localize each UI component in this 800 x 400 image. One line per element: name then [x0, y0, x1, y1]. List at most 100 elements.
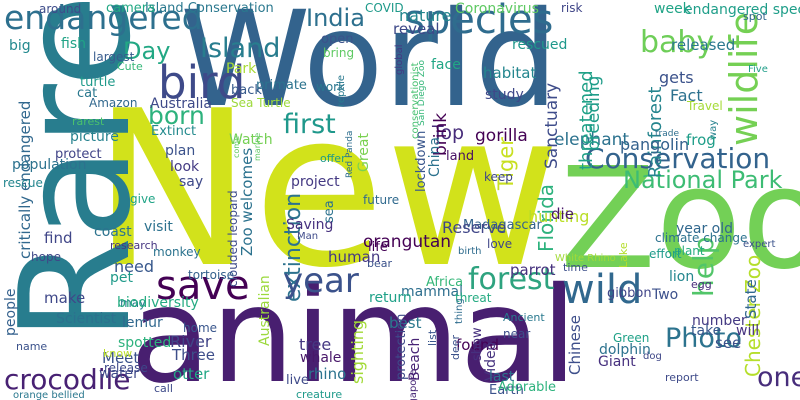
cloud-word: report: [665, 371, 699, 384]
cloud-word: trade: [655, 129, 679, 139]
cloud-word: save: [156, 263, 250, 309]
cloud-word: Saving: [286, 217, 334, 233]
cloud-word: World: [180, 0, 559, 137]
cloud-word: face: [431, 57, 461, 73]
cloud-word: make: [44, 289, 86, 307]
cloud-word: COVID: [365, 1, 404, 15]
cloud-word: species: [404, 0, 554, 43]
cloud-word: give: [130, 192, 156, 206]
cloud-word: parrot: [510, 261, 556, 279]
cloud-word: White Rhino: [555, 253, 616, 264]
cloud-word: protect: [55, 147, 102, 162]
cloud-word: Lake: [617, 242, 630, 268]
cloud-word: population: [12, 157, 87, 173]
cloud-word: pangolin: [620, 135, 690, 154]
cloud-word: tree: [299, 335, 332, 354]
cloud-word: big: [9, 38, 31, 54]
cloud-word: camera: [106, 1, 156, 16]
cloud-word: offer: [320, 152, 346, 165]
cloud-word: time: [563, 261, 588, 274]
cloud-word: Island Conservation: [145, 1, 274, 16]
cloud-word: keep: [484, 170, 513, 184]
cloud-word: global: [394, 44, 405, 76]
cloud-word: come: [232, 135, 241, 158]
cloud-word: monkey: [153, 245, 201, 259]
cloud-word: back: [231, 83, 262, 98]
cloud-word: lion: [669, 269, 695, 285]
cloud-word: live: [286, 373, 309, 388]
cloud-word: love: [487, 237, 513, 251]
cloud-word: Green: [613, 331, 650, 345]
cloud-word: Two: [652, 287, 679, 303]
cloud-word: effort: [649, 247, 682, 261]
cloud-word: return: [369, 290, 412, 306]
cloud-word: water: [99, 366, 139, 382]
cloud-word: Photo: [665, 323, 743, 354]
cloud-word: Great: [356, 133, 372, 172]
cloud-word: will: [736, 323, 760, 339]
cloud-word: last: [489, 369, 515, 385]
cloud-word: sighting: [348, 319, 367, 384]
cloud-word: turtle: [80, 75, 116, 90]
cloud-word: gibbon: [607, 286, 652, 301]
cloud-word: Australia: [150, 96, 212, 112]
cloud-word: list: [426, 329, 439, 346]
cloud-word: otter: [173, 365, 210, 383]
cloud-word: Top: [432, 122, 465, 144]
cloud-word: Watch: [229, 132, 273, 148]
cloud-word: study: [485, 87, 524, 103]
cloud-word: animal: [130, 259, 578, 400]
cloud-word: Giant: [598, 354, 636, 370]
cloud-word: lemur: [122, 315, 163, 331]
cloud-word: whale: [300, 350, 342, 366]
cloud-word: picture: [70, 129, 119, 145]
cloud-word: Fact: [670, 86, 703, 105]
cloud-word: bring: [323, 46, 355, 60]
cloud-word: plan: [165, 143, 196, 159]
cloud-word: sea: [322, 200, 337, 223]
cloud-word: fish: [61, 36, 86, 52]
cloud-word: project: [291, 174, 340, 190]
cloud-word: River: [170, 332, 212, 351]
cloud-word: Day: [123, 37, 171, 65]
cloud-word: show: [470, 327, 485, 361]
cloud-word: say: [179, 174, 204, 190]
cloud-word: deer: [449, 334, 462, 360]
cloud-word: wild: [562, 267, 643, 313]
cloud-word: rhino: [308, 365, 347, 383]
cloud-word: egg: [691, 278, 712, 291]
cloud-word: wildlife: [722, 11, 766, 146]
cloud-word: land: [446, 149, 475, 164]
cloud-word: gets: [659, 68, 694, 87]
cloud-word: nature: [399, 6, 452, 25]
cloud-word: climate change: [655, 231, 748, 245]
cloud-word: elephant: [554, 130, 630, 150]
cloud-word: rescued: [512, 37, 568, 53]
cloud-word: Sea Turtle: [231, 96, 291, 110]
cloud-word: name: [16, 340, 48, 353]
cloud-word: birth: [458, 246, 482, 257]
cloud-word: cat: [77, 86, 98, 101]
cloud-word: dog: [643, 351, 662, 362]
cloud-word: Park: [226, 61, 257, 77]
cloud-word: best: [389, 314, 422, 332]
cloud-word: open: [321, 32, 354, 47]
cloud-word: reptile: [336, 74, 347, 107]
cloud-word: Singapore: [408, 369, 419, 400]
cloud-word: near: [503, 327, 531, 341]
cloud-word: future: [363, 193, 400, 207]
cloud-word: China: [427, 137, 443, 177]
cloud-word: Scientist: [56, 311, 117, 327]
cloud-word: Zoo: [560, 138, 800, 301]
cloud-word: forest: [468, 262, 555, 297]
cloud-word: take: [691, 323, 722, 339]
cloud-word: bird: [158, 56, 246, 109]
cloud-word: Man: [297, 231, 319, 242]
cloud-word: creature: [296, 388, 343, 400]
cloud-word: Red Panda: [345, 130, 355, 178]
cloud-word: orangutan: [363, 232, 452, 252]
cloud-word: Madagascar: [463, 218, 542, 233]
cloud-word: hope: [31, 250, 61, 264]
cloud-word: Africa: [426, 275, 464, 290]
